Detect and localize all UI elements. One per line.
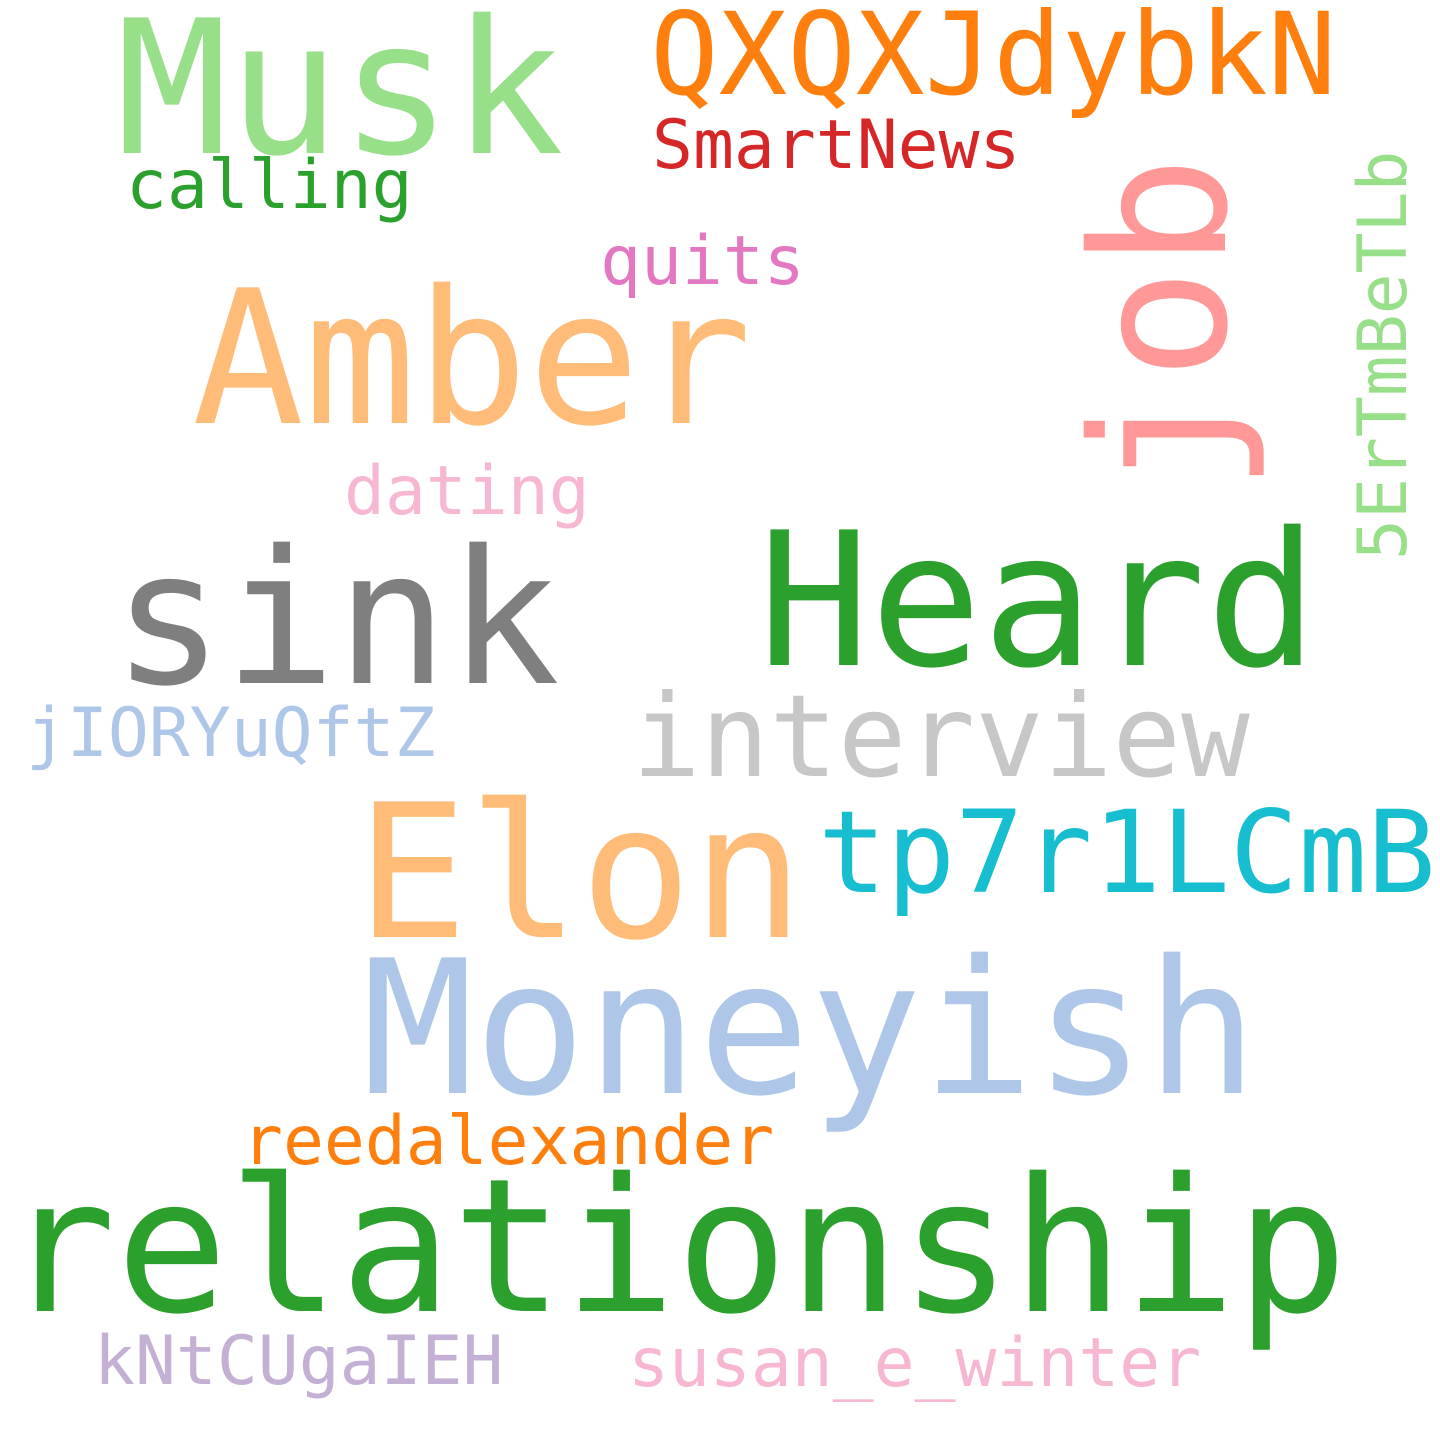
word-susan-e-winter: susan_e_winter [628,1324,1202,1403]
word-qxqxjdybkn: QXQXJdybkN [650,0,1337,121]
word-quits: quits [600,222,805,301]
word-reedalexander: reedalexander [242,1102,775,1181]
word-kntcugaieh: kNtCUgaIEH [94,1322,504,1401]
word-moneyish: Moneyish [362,920,1258,1137]
word-job: job [1052,156,1269,492]
word-elon: Elon [356,764,804,981]
word-calling: calling [126,146,413,225]
word-smartnews: SmartNews [652,106,1021,185]
word-jioryuqftz: jIORYuQftZ [26,694,436,773]
word-musk: Musk [116,0,564,197]
word-relationship: relationship [4,1138,1348,1355]
word-amber: Amber [192,250,752,467]
word-interview: interview [632,670,1250,803]
word-sink: sink [112,510,560,727]
word-heard: Heard [758,492,1318,709]
word-tp7r1lcmbu: tp7r1LCmBu [818,786,1440,919]
word-dating: dating [344,452,590,531]
word-5ertmbetlb: 5ErTmBeTLb [1344,150,1423,560]
